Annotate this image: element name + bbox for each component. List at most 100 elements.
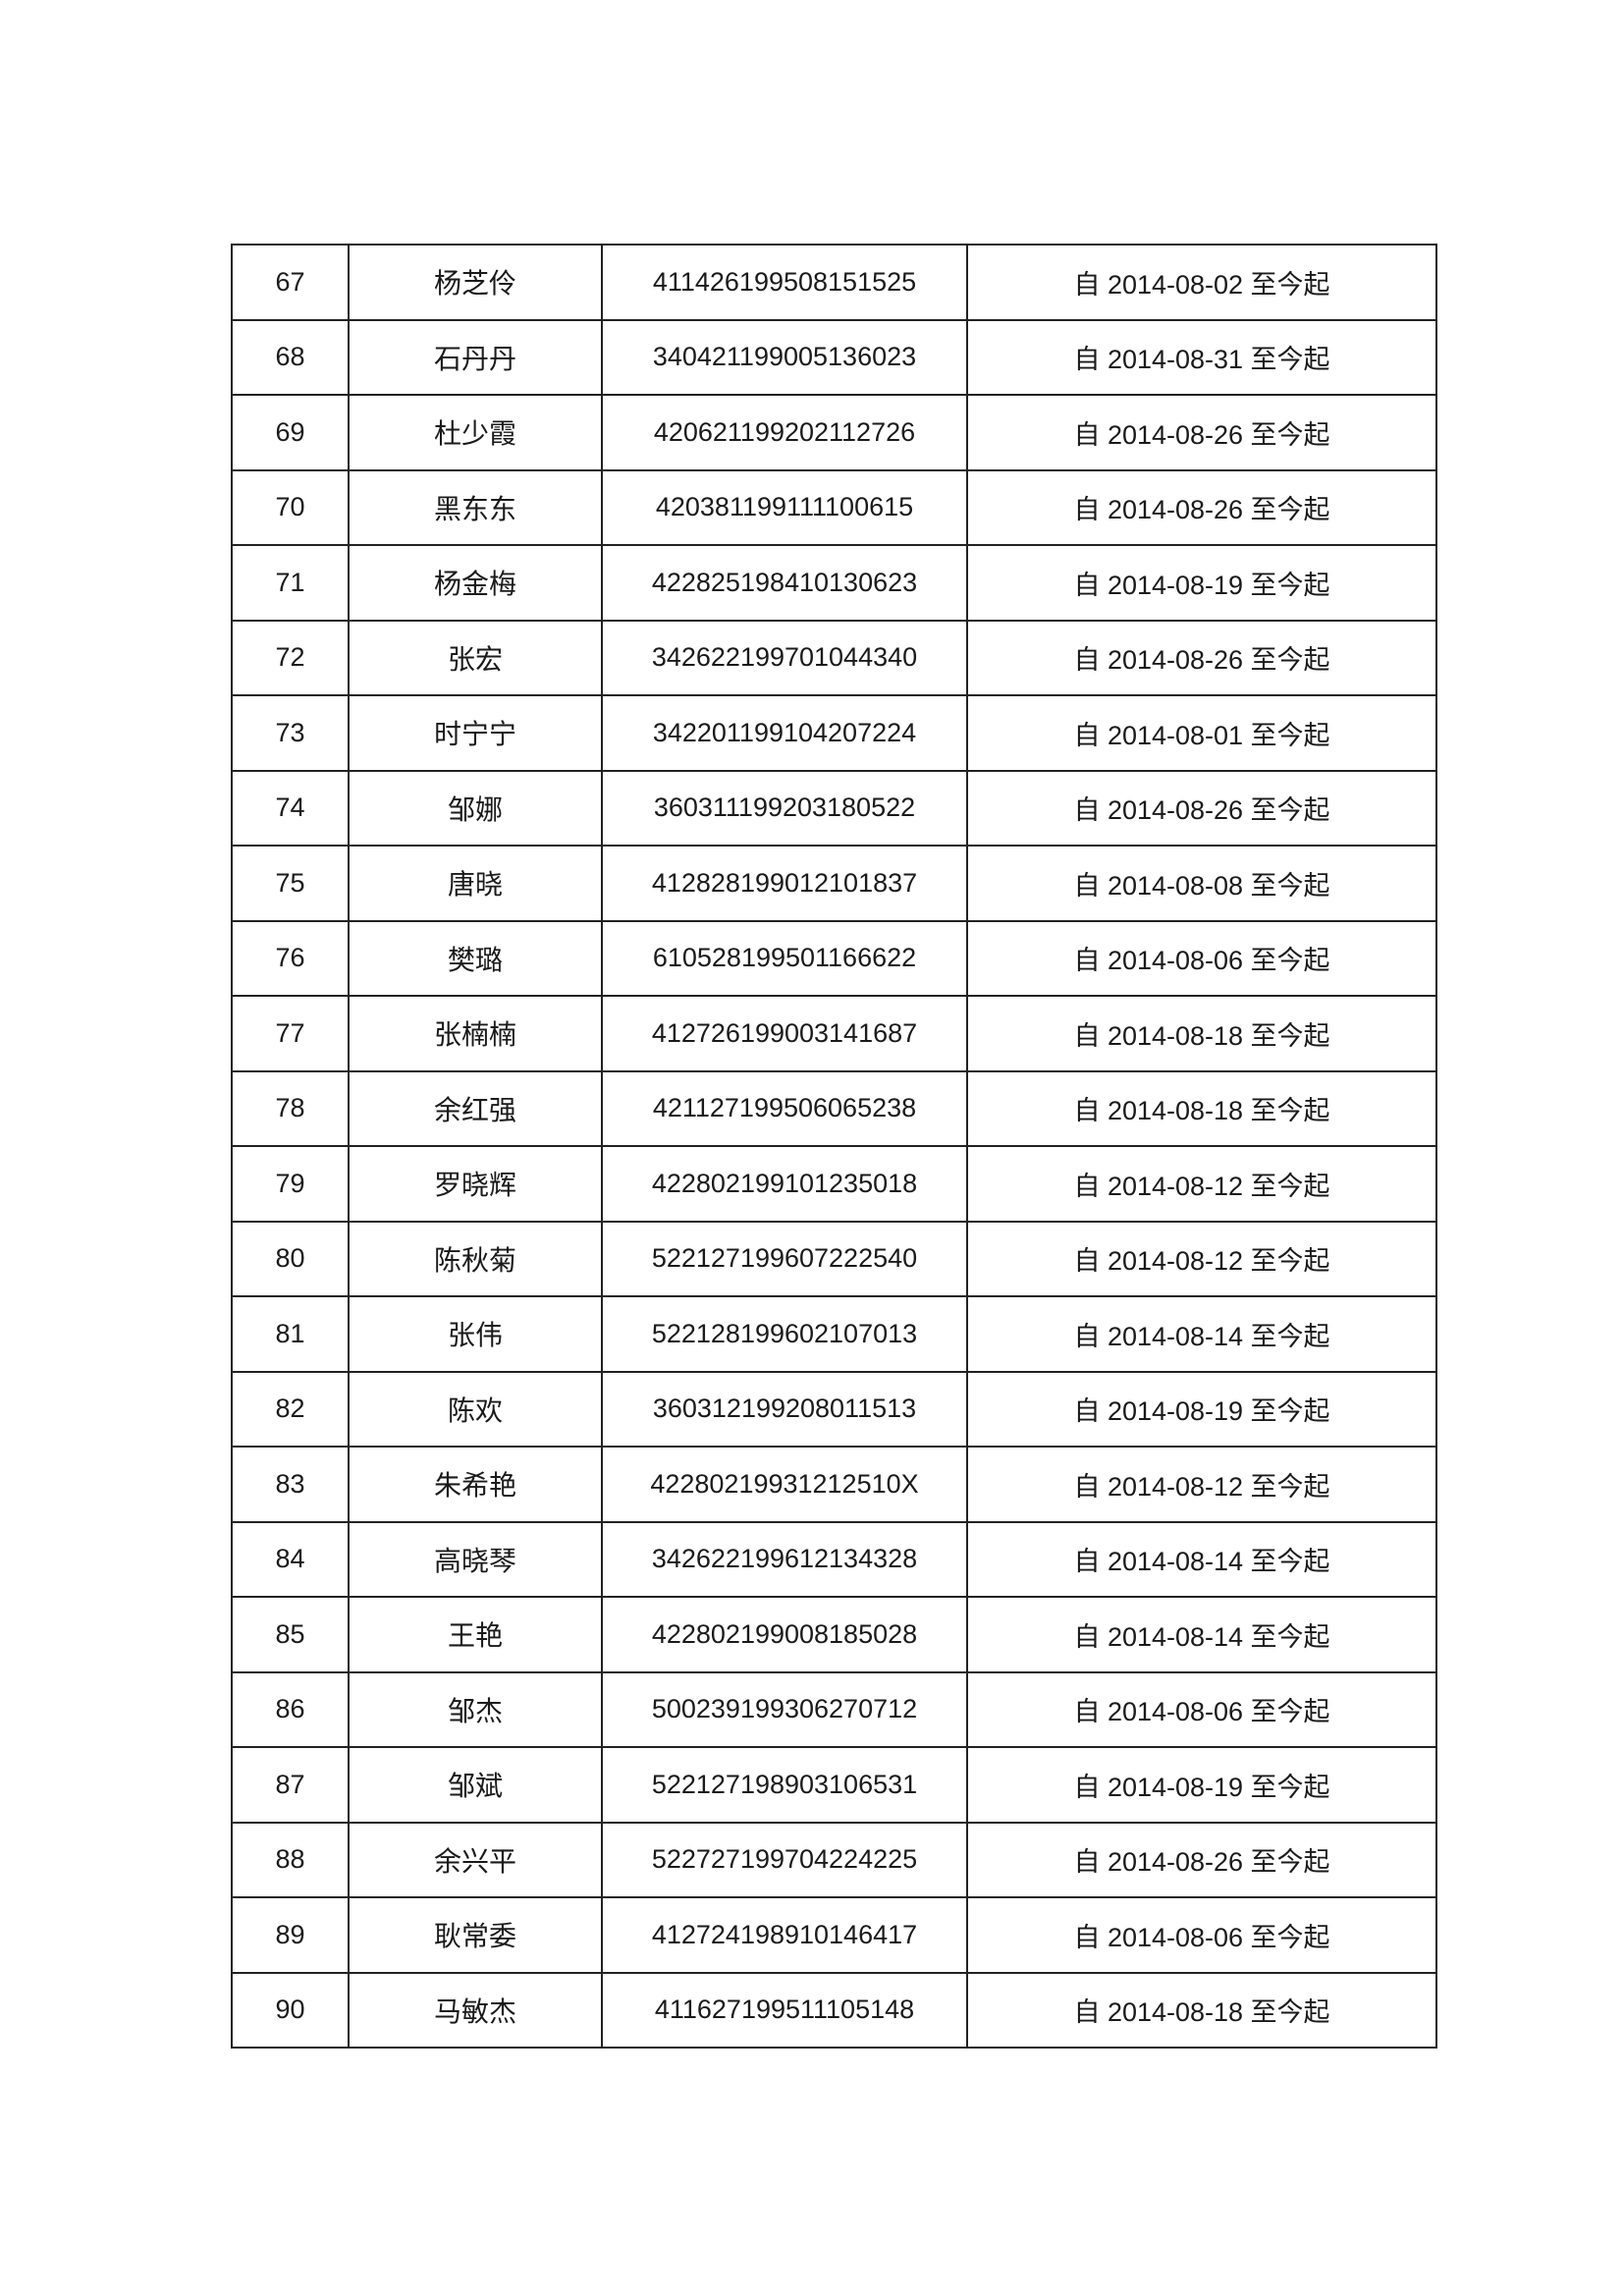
table-row: 84 高晓琴 342622199612134328 自 2014-08-14 至今起 [231, 1520, 1437, 1598]
name-cell: 樊璐 [348, 919, 603, 997]
row-number-cell: 73 [231, 694, 350, 772]
table-row: 72 张宏 342622199701044340 自 2014-08-26 至今起 [231, 619, 1437, 696]
row-number-cell: 72 [231, 619, 350, 696]
date-range-cell: 自 2014-08-18 至今起 [966, 1069, 1437, 1147]
date-range-cell: 自 2014-08-14 至今起 [966, 1295, 1437, 1373]
name-cell: 唐晓 [348, 845, 603, 922]
row-number-cell: 68 [231, 318, 350, 396]
id-number-cell: 420381199111100615 [601, 468, 968, 546]
date-range-cell: 自 2014-08-19 至今起 [966, 544, 1437, 622]
date-range-cell: 自 2014-08-08 至今起 [966, 845, 1437, 922]
date-range-cell: 自 2014-08-19 至今起 [966, 1746, 1437, 1824]
id-number-cell: 522127198903106531 [601, 1746, 968, 1824]
table-row: 77 张楠楠 412726199003141687 自 2014-08-18 至今起 [231, 995, 1437, 1072]
id-number-cell: 522128199602107013 [601, 1295, 968, 1373]
name-cell: 时宁宁 [348, 694, 603, 772]
name-cell: 张伟 [348, 1295, 603, 1373]
date-range-cell: 自 2014-08-31 至今起 [966, 318, 1437, 396]
name-cell: 马敏杰 [348, 1971, 603, 2049]
row-number-cell: 67 [231, 244, 350, 321]
row-number-cell: 75 [231, 845, 350, 922]
date-range-cell: 自 2014-08-01 至今起 [966, 694, 1437, 772]
date-range-cell: 自 2014-08-19 至今起 [966, 1370, 1437, 1448]
date-range-cell: 自 2014-08-14 至今起 [966, 1520, 1437, 1598]
name-cell: 邹娜 [348, 769, 603, 847]
date-range-cell: 自 2014-08-12 至今起 [966, 1446, 1437, 1523]
table-body: 67 杨芝伶 411426199508151525 自 2014-08-02 至今起 6… [231, 244, 1437, 2049]
row-number-cell: 88 [231, 1821, 350, 1898]
row-number-cell: 83 [231, 1446, 350, 1523]
row-number-cell: 77 [231, 995, 350, 1072]
name-cell: 陈欢 [348, 1370, 603, 1448]
date-range-cell: 自 2014-08-26 至今起 [966, 394, 1437, 471]
id-number-cell: 421127199506065238 [601, 1069, 968, 1147]
row-number-cell: 84 [231, 1520, 350, 1598]
table-row: 83 朱希艳 42280219931212510X 自 2014-08-12 至今起 [231, 1446, 1437, 1523]
table-row: 86 邹杰 500239199306270712 自 2014-08-06 至今起 [231, 1670, 1437, 1748]
table-row: 67 杨芝伶 411426199508151525 自 2014-08-02 至今起 [231, 244, 1437, 321]
table-row: 88 余兴平 522727199704224225 自 2014-08-26 至今起 [231, 1821, 1437, 1898]
row-number-cell: 87 [231, 1746, 350, 1824]
name-cell: 杨金梅 [348, 544, 603, 622]
id-number-cell: 522727199704224225 [601, 1821, 968, 1898]
table-row: 74 邹娜 360311199203180522 自 2014-08-26 至今起 [231, 769, 1437, 847]
name-cell: 邹杰 [348, 1670, 603, 1748]
name-cell: 罗晓辉 [348, 1145, 603, 1223]
id-number-cell: 342201199104207224 [601, 694, 968, 772]
id-number-cell: 420621199202112726 [601, 394, 968, 471]
table-row: 73 时宁宁 342201199104207224 自 2014-08-01 至今起 [231, 694, 1437, 772]
name-cell: 余红强 [348, 1069, 603, 1147]
table-row: 78 余红强 421127199506065238 自 2014-08-18 至今起 [231, 1069, 1437, 1147]
table-row: 75 唐晓 412828199012101837 自 2014-08-08 至今起 [231, 845, 1437, 922]
date-range-cell: 自 2014-08-26 至今起 [966, 769, 1437, 847]
table-row: 89 耿常委 412724198910146417 自 2014-08-06 至今起 [231, 1896, 1437, 1974]
id-number-cell: 411627199511105148 [601, 1971, 968, 2049]
row-number-cell: 70 [231, 468, 350, 546]
name-cell: 耿常委 [348, 1896, 603, 1974]
name-cell: 朱希艳 [348, 1446, 603, 1523]
id-number-cell: 422825198410130623 [601, 544, 968, 622]
row-number-cell: 74 [231, 769, 350, 847]
id-number-cell: 411426199508151525 [601, 244, 968, 321]
id-number-cell: 42280219931212510X [601, 1446, 968, 1523]
id-number-cell: 522127199607222540 [601, 1220, 968, 1297]
table-row: 90 马敏杰 411627199511105148 自 2014-08-18 至今起 [231, 1971, 1437, 2049]
name-cell: 石丹丹 [348, 318, 603, 396]
name-cell: 邹斌 [348, 1746, 603, 1824]
id-number-cell: 610528199501166622 [601, 919, 968, 997]
table-row: 79 罗晓辉 422802199101235018 自 2014-08-12 至今起 [231, 1145, 1437, 1223]
date-range-cell: 自 2014-08-26 至今起 [966, 619, 1437, 696]
name-cell: 余兴平 [348, 1821, 603, 1898]
name-cell: 杨芝伶 [348, 244, 603, 321]
id-number-cell: 342622199612134328 [601, 1520, 968, 1598]
row-number-cell: 82 [231, 1370, 350, 1448]
id-number-cell: 360312199208011513 [601, 1370, 968, 1448]
name-cell: 杜少霞 [348, 394, 603, 471]
name-cell: 黑东东 [348, 468, 603, 546]
table-row: 85 王艳 422802199008185028 自 2014-08-14 至今起 [231, 1596, 1437, 1673]
date-range-cell: 自 2014-08-06 至今起 [966, 1896, 1437, 1974]
date-range-cell: 自 2014-08-18 至今起 [966, 1971, 1437, 2049]
row-number-cell: 81 [231, 1295, 350, 1373]
name-cell: 王艳 [348, 1596, 603, 1673]
id-number-cell: 422802199008185028 [601, 1596, 968, 1673]
table-row: 80 陈秋菊 522127199607222540 自 2014-08-12 至今起 [231, 1220, 1437, 1297]
name-cell: 陈秋菊 [348, 1220, 603, 1297]
table-row: 70 黑东东 420381199111100615 自 2014-08-26 至今起 [231, 468, 1437, 546]
row-number-cell: 80 [231, 1220, 350, 1297]
date-range-cell: 自 2014-08-18 至今起 [966, 995, 1437, 1072]
row-number-cell: 85 [231, 1596, 350, 1673]
name-cell: 张楠楠 [348, 995, 603, 1072]
table-row: 76 樊璐 610528199501166622 自 2014-08-06 至今起 [231, 919, 1437, 997]
id-number-cell: 360311199203180522 [601, 769, 968, 847]
row-number-cell: 71 [231, 544, 350, 622]
id-number-cell: 412724198910146417 [601, 1896, 968, 1974]
row-number-cell: 90 [231, 1971, 350, 2049]
id-number-cell: 412726199003141687 [601, 995, 968, 1072]
table-row: 71 杨金梅 422825198410130623 自 2014-08-19 至今起 [231, 544, 1437, 622]
id-number-cell: 412828199012101837 [601, 845, 968, 922]
date-range-cell: 自 2014-08-12 至今起 [966, 1145, 1437, 1223]
row-number-cell: 89 [231, 1896, 350, 1974]
date-range-cell: 自 2014-08-02 至今起 [966, 244, 1437, 321]
row-number-cell: 78 [231, 1069, 350, 1147]
